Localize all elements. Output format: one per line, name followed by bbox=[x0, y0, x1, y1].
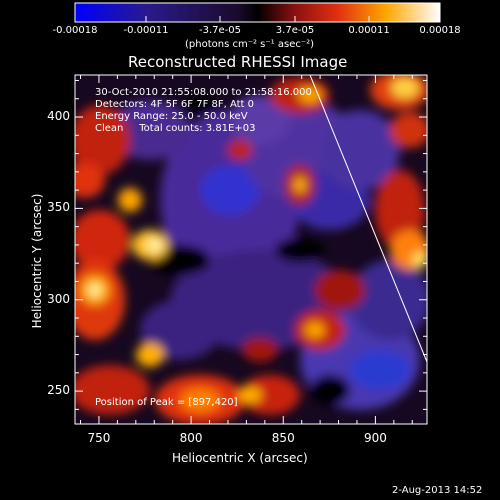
colorbar-tick-label: -3.7e-05 bbox=[198, 25, 241, 36]
axis-ticks bbox=[75, 75, 427, 424]
info-energy-range: Energy Range: 25.0 - 50.0 keV bbox=[95, 111, 248, 122]
colorbar-tick-label: -0.00018 bbox=[52, 25, 98, 36]
y-tick-label: 400 bbox=[47, 109, 70, 124]
x-tick-label: 900 bbox=[363, 431, 387, 445]
colorbar-tick-label: 0.00018 bbox=[419, 25, 461, 36]
x-axis-label: Heliocentric X (arcsec) bbox=[172, 451, 308, 465]
heatmap-image bbox=[75, 75, 427, 424]
chart-title: Reconstructed RHESSI Image bbox=[128, 53, 348, 71]
peak-position: Position of Peak = [897,420] bbox=[95, 397, 238, 408]
x-tick-label: 850 bbox=[271, 431, 295, 445]
info-time-range: 30-Oct-2010 21:55:08.000 to 21:58:16.000 bbox=[95, 87, 312, 98]
colorbar-tick-label: -0.00011 bbox=[123, 25, 169, 36]
colorbar bbox=[74, 2, 441, 23]
solar-limb-line bbox=[309, 75, 427, 363]
footer-timestamp: 2-Aug-2013 14:52 bbox=[392, 485, 483, 496]
y-tick-label: 300 bbox=[47, 291, 70, 306]
plot-frame bbox=[74, 74, 428, 425]
colorbar-ticks bbox=[74, 16, 441, 22]
x-tick-label: 750 bbox=[87, 431, 111, 445]
y-tick-label: 350 bbox=[47, 200, 70, 215]
x-tick-label: 800 bbox=[179, 431, 203, 445]
colorbar-tick-label: 3.7e-05 bbox=[275, 25, 315, 36]
info-detectors: Detectors: 4F 5F 6F 7F 8F, Att 0 bbox=[95, 99, 255, 110]
y-tick-label: 250 bbox=[47, 383, 70, 398]
info-total-counts: Clean Total counts: 3.81E+03 bbox=[95, 123, 256, 134]
colorbar-tick-label: 0.00011 bbox=[348, 25, 390, 36]
colorbar-units: (photons cm⁻² s⁻¹ asec⁻²) bbox=[185, 39, 315, 50]
